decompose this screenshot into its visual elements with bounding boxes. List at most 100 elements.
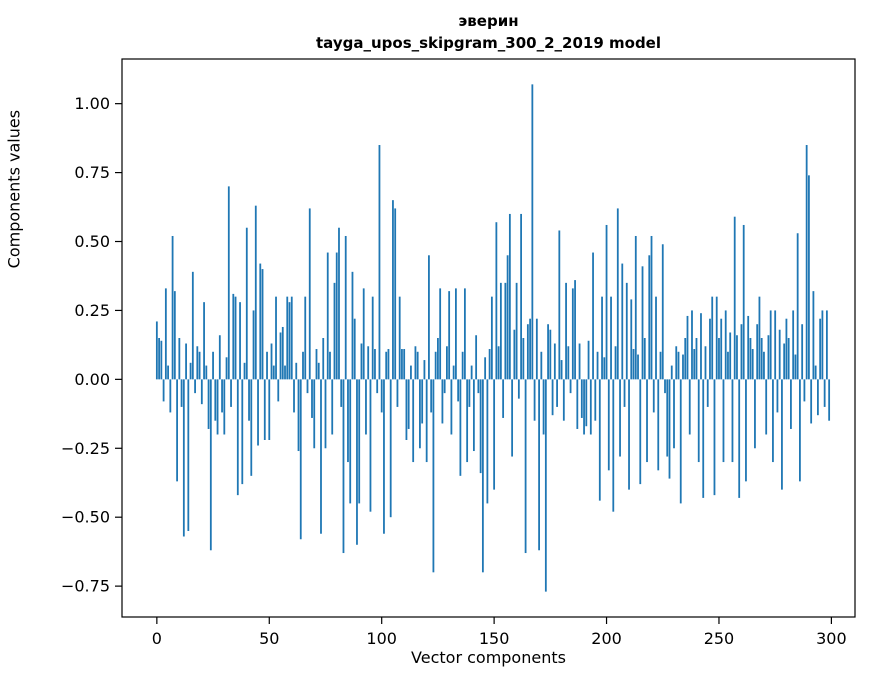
bar [441, 379, 444, 424]
bar [254, 205, 257, 380]
bar [630, 299, 633, 380]
bar [515, 282, 518, 380]
bar [729, 332, 732, 380]
bar [540, 351, 543, 380]
bar [792, 310, 795, 380]
bar [360, 343, 363, 380]
bar [155, 321, 158, 380]
bar [637, 354, 639, 380]
bar [763, 351, 765, 380]
bar [556, 379, 558, 407]
bar [821, 310, 824, 380]
bar [688, 379, 691, 435]
bar [223, 379, 226, 435]
bar [349, 379, 352, 504]
bar [340, 379, 343, 407]
bar [486, 379, 489, 504]
bar [565, 282, 567, 380]
bar [499, 282, 502, 380]
bar [248, 379, 250, 421]
bar [446, 346, 448, 380]
bar [614, 346, 617, 380]
bar [679, 379, 682, 504]
bar [383, 379, 385, 534]
bar [344, 235, 347, 380]
bar [754, 379, 756, 449]
bar [769, 310, 772, 380]
bar [333, 282, 336, 380]
bar [410, 365, 412, 380]
bar [562, 379, 565, 421]
bar [216, 379, 219, 435]
bar [185, 343, 187, 380]
bar [171, 235, 174, 380]
bar [767, 335, 770, 380]
bar [783, 343, 786, 380]
bar [403, 349, 406, 380]
bar [785, 318, 788, 380]
bar [432, 379, 435, 573]
x-tick-label: 250 [704, 629, 735, 648]
bar [526, 324, 529, 380]
bar [412, 379, 415, 463]
bar [619, 379, 621, 457]
bar [533, 379, 536, 421]
bar [819, 318, 822, 380]
bar [650, 235, 653, 380]
bar [205, 365, 208, 380]
bar [760, 338, 763, 380]
bar [790, 379, 792, 429]
bar [232, 293, 235, 380]
bar [437, 338, 439, 380]
bar [362, 288, 365, 380]
bar [358, 379, 361, 504]
bar [702, 379, 705, 498]
bar [288, 302, 291, 380]
bar [200, 379, 203, 405]
bar [214, 379, 217, 421]
bar [594, 379, 597, 421]
bar [720, 318, 723, 380]
bar [389, 379, 392, 518]
bar [182, 379, 185, 537]
bar [236, 379, 239, 496]
bar [506, 255, 509, 380]
bar [751, 349, 754, 380]
bar [583, 379, 585, 435]
bar [828, 379, 831, 421]
bar [479, 379, 482, 474]
bar [551, 379, 554, 416]
bar [434, 351, 437, 380]
bar [463, 288, 466, 380]
bar [742, 224, 745, 380]
bar [781, 379, 783, 490]
bar [234, 296, 237, 380]
bar [511, 379, 514, 457]
bar [261, 269, 264, 380]
bar [468, 379, 471, 407]
bar [616, 208, 619, 380]
bar [625, 282, 628, 380]
bar [715, 296, 718, 380]
bar [571, 288, 574, 380]
bar [605, 224, 608, 380]
bar [677, 351, 680, 380]
bar [522, 338, 525, 380]
bar [351, 271, 354, 380]
bar [578, 343, 581, 380]
bar [531, 84, 534, 380]
bar [524, 379, 527, 554]
bar [326, 252, 329, 380]
bar [313, 379, 316, 449]
bar [281, 326, 284, 380]
bar [576, 379, 579, 429]
bar [369, 379, 372, 512]
bar [646, 379, 648, 463]
bar [812, 291, 815, 380]
bar [250, 379, 253, 476]
bar [225, 357, 228, 380]
bar [315, 349, 318, 380]
bar [706, 379, 709, 407]
bar [416, 351, 419, 380]
